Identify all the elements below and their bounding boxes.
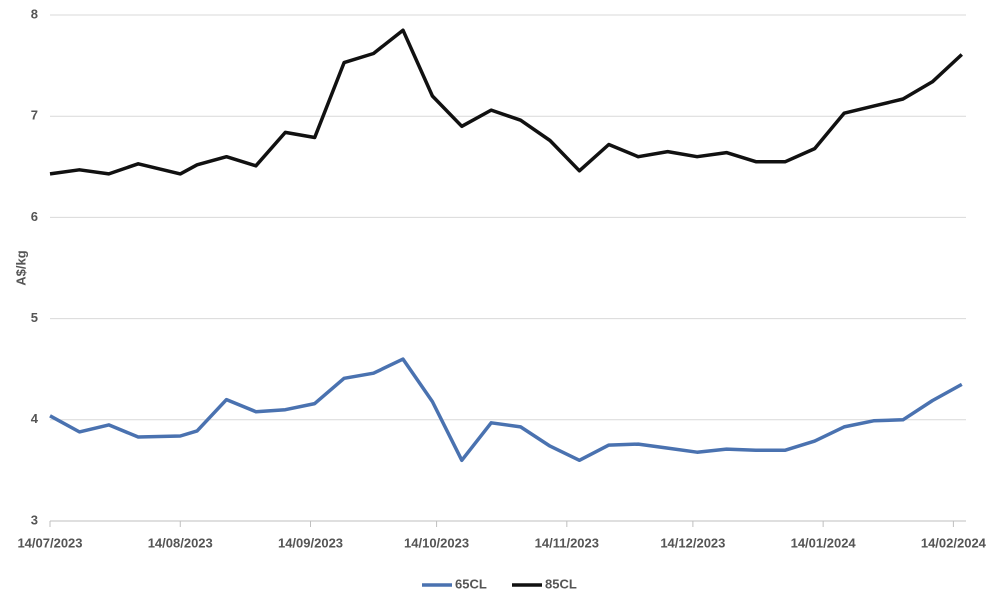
x-tick-label: 14/08/2023 [148,535,213,550]
y-tick-label: 7 [31,108,38,123]
legend-label: 65CL [455,576,487,591]
series-line [49,357,963,463]
x-tick-label: 14/07/2023 [17,535,82,550]
x-tick-label: 14/02/2024 [921,535,987,550]
x-tick-label: 14/01/2024 [791,535,857,550]
x-tick-label: 14/10/2023 [404,535,469,550]
x-tick-label: 14/11/2023 [535,535,599,550]
series-line [49,28,963,176]
y-tick-label: 6 [31,209,38,224]
y-axis-label: A$/kg [13,250,28,285]
y-tick-label: 5 [31,310,38,325]
x-tick-label: 14/12/2023 [660,535,725,550]
y-tick-label: 8 [31,6,38,21]
y-tick-label: 4 [31,411,39,426]
legend-label: 85CL [545,576,577,591]
y-tick-label: 3 [31,512,38,527]
x-tick-label: 14/09/2023 [278,535,343,550]
